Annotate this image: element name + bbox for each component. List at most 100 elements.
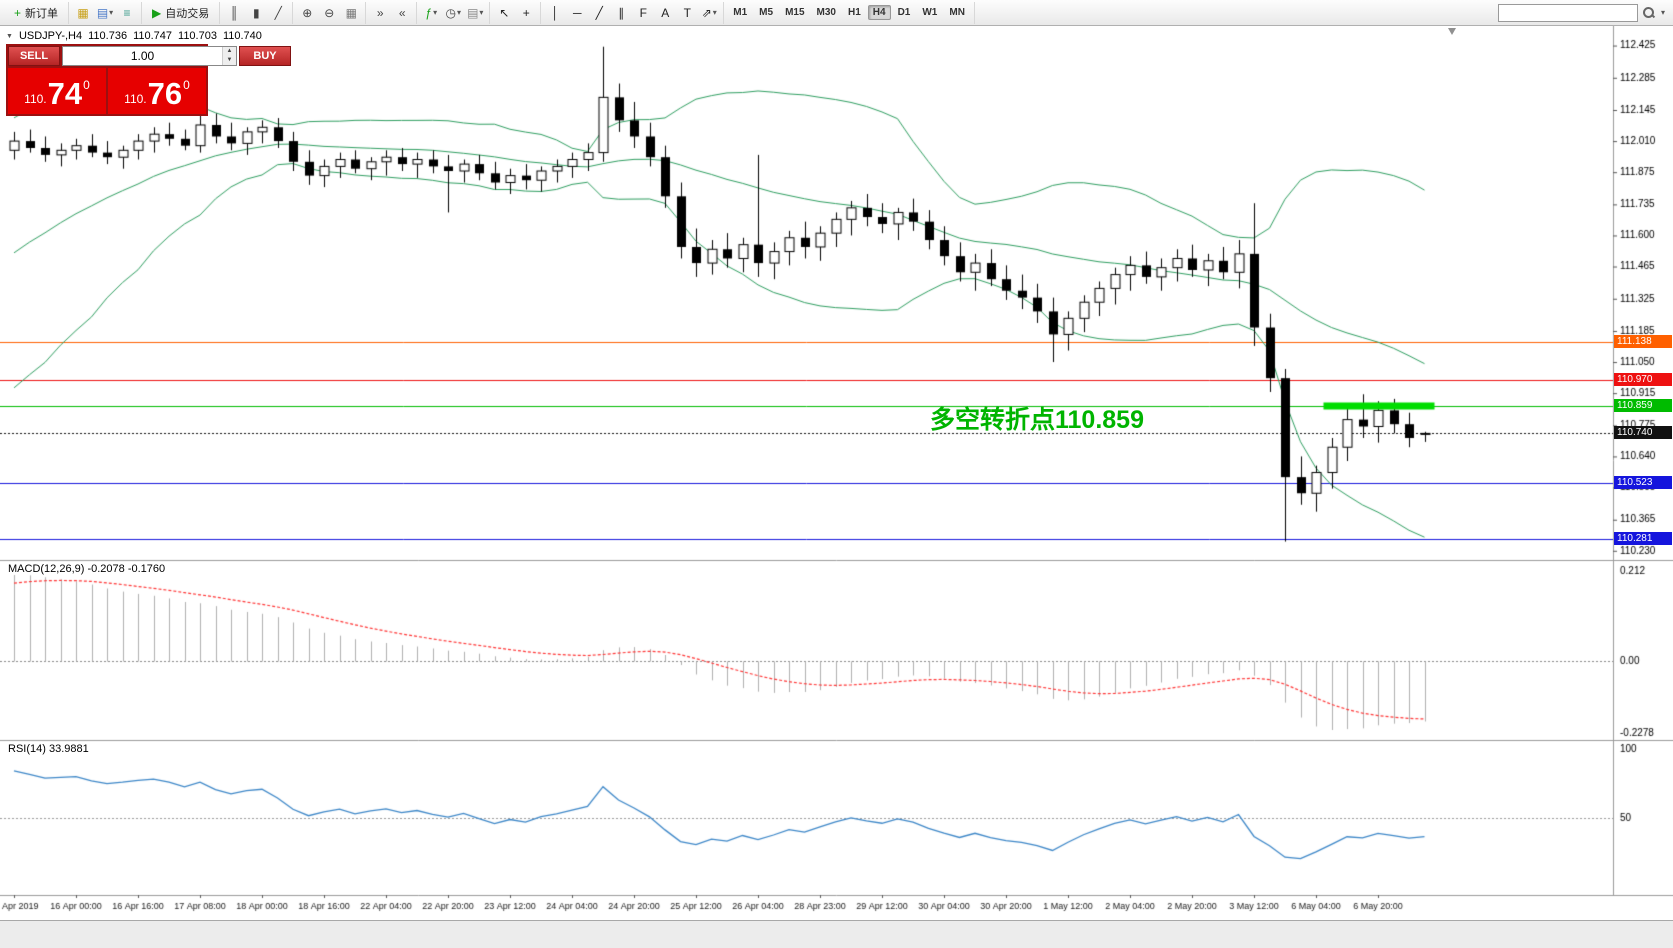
channel-icon: ∥ [618, 5, 625, 20]
toolbar: + 新订单 ▦ ▤ ▾ ≡ ▶ 自动交易 ║ ▮ ╱ ⊕ ⊖ ▦» «ƒ ▾ ◷ ▾ ▤ ▾ ↖ + │ ─ ╱ ∥ F A T ⇗ ▾ M1… [0, 0, 1673, 26]
profiles-icon: ▤ [96, 5, 109, 20]
zoom-in-button[interactable]: ⊕ [297, 3, 317, 23]
arrows-icon: ⇗ [701, 5, 712, 20]
one-click-trading-panel: SELL ▲ ▼ BUY 110.740 110.760 [6, 44, 291, 116]
chart-canvas[interactable] [0, 26, 1673, 920]
zoom-out-button[interactable]: ⊖ [319, 3, 339, 23]
level-price-label[interactable]: 110.970 [1614, 373, 1672, 387]
new-order-icon: + [14, 5, 22, 20]
new-chart-icon: ▦ [77, 5, 89, 20]
zoom-out-icon: ⊖ [324, 5, 335, 20]
toolbar-search: ▾ [1497, 3, 1669, 22]
periods-button[interactable]: ◷ ▾ [443, 3, 463, 23]
bid-sup-digit: 0 [83, 78, 90, 92]
market-watch-button[interactable]: ≡ [117, 3, 137, 23]
ask-sup-digit: 0 [183, 78, 190, 92]
periods-icon: ◷ [445, 5, 456, 20]
vertical-line-icon: │ [551, 5, 560, 20]
chart-shift-button[interactable]: « [392, 3, 412, 23]
cursor-icon: ↖ [499, 5, 510, 20]
bid-big-digits: 74 [47, 76, 83, 111]
ask-big-digits: 76 [147, 76, 183, 111]
one-click-panel-toggle[interactable]: ▼ [6, 32, 13, 40]
toolbar-group: ↖ + [490, 1, 542, 24]
buy-price-button[interactable]: 110. 76 0 [108, 68, 206, 114]
arrows-button[interactable]: ⇗ ▾ [699, 3, 719, 23]
fibonacci-button[interactable]: F [633, 3, 653, 23]
candlestick-chart-button[interactable]: ▮ [246, 3, 266, 23]
search-input[interactable] [1497, 3, 1638, 22]
sell-price-button[interactable]: 110. 74 0 [8, 68, 106, 114]
toolbar-groups: + 新订单 ▦ ▤ ▾ ≡ ▶ 自动交易 ║ ▮ ╱ ⊕ ⊖ ▦» «ƒ ▾ ◷ ▾ ▤ ▾ ↖ + │ ─ ╱ ∥ F A T ⇗ ▾ M1… [4, 0, 975, 25]
timeframe-h4[interactable]: H4 [867, 5, 891, 20]
level-price-label[interactable]: 110.859 [1614, 399, 1672, 412]
level-price-label[interactable]: 110.523 [1614, 476, 1672, 490]
horizontal-line-button[interactable]: ─ [567, 3, 587, 23]
market-watch-icon: ≡ [123, 5, 131, 20]
ask-prefix: 110. [124, 92, 147, 106]
current-price-label: 110.740 [1614, 426, 1672, 440]
timeframe-d1[interactable]: D1 [897, 7, 911, 18]
quote-header: ▼ USDJPY-,H4 110.736 110.747 110.703 110… [6, 30, 262, 42]
vertical-line-button[interactable]: │ [545, 3, 565, 23]
timeframe-mn[interactable]: MN [949, 7, 965, 18]
line-chart-button[interactable]: ╱ [268, 3, 288, 23]
toolbar-group: + 新订单 [4, 1, 70, 24]
volume-input[interactable] [63, 47, 222, 65]
zoom-in-icon: ⊕ [302, 5, 313, 20]
channel-button[interactable]: ∥ [611, 3, 631, 23]
fibonacci-icon: F [639, 5, 647, 20]
symbol-period-label: USDJPY-,H4 [18, 30, 83, 42]
search-dropdown-icon[interactable]: ▾ [1660, 8, 1665, 17]
grid-button[interactable]: ▦ [341, 3, 361, 23]
chart-shift-marker[interactable] [1448, 28, 1456, 35]
timeframe-m15[interactable]: M15 [785, 7, 805, 18]
profiles-button[interactable]: ▤ ▾ [95, 3, 115, 23]
autotrading-button[interactable]: ▶ 自动交易 [146, 3, 215, 23]
grid-icon: ▦ [345, 5, 357, 20]
quote-high: 110.747 [133, 30, 173, 42]
buy-button[interactable]: BUY [239, 46, 291, 66]
volume-down-button[interactable]: ▼ [223, 56, 236, 65]
search-icon[interactable] [1642, 6, 1656, 20]
line-chart-icon: ╱ [274, 5, 282, 20]
sell-button[interactable]: SELL [8, 46, 60, 66]
periods-button-dropdown-icon: ▾ [456, 8, 461, 17]
timeframe-m1[interactable]: M1 [733, 7, 748, 18]
auto-scroll-button[interactable]: » [370, 3, 390, 23]
pivot-annotation-text[interactable]: 多空转折点110.859 [930, 406, 1144, 434]
horizontal-line-icon: ─ [572, 5, 582, 20]
templates-button-dropdown-icon: ▾ [479, 8, 484, 17]
indicators-button[interactable]: ƒ ▾ [421, 3, 441, 23]
timeframe-w1[interactable]: W1 [922, 7, 938, 18]
cursor-button[interactable]: ↖ [494, 3, 514, 23]
volume-up-button[interactable]: ▲ [223, 47, 236, 56]
trendline-button[interactable]: ╱ [589, 3, 609, 23]
timeframe-m30[interactable]: M30 [816, 7, 836, 18]
level-price-label[interactable]: 110.281 [1614, 532, 1672, 546]
level-price-label[interactable]: 111.138 [1614, 334, 1672, 348]
indicators-icon: ƒ [425, 5, 433, 20]
trendline-icon: ╱ [595, 5, 603, 20]
toolbar-group: ▦ ▤ ▾ ≡ [69, 1, 143, 24]
indicators-button-dropdown-icon: ▾ [433, 8, 438, 17]
timeframe-h1[interactable]: H1 [847, 7, 861, 18]
text-button[interactable]: A [655, 3, 675, 23]
chart-shift-icon: « [398, 5, 406, 20]
text-label-button[interactable]: T [677, 3, 697, 23]
crosshair-icon: + [522, 5, 530, 20]
bar-chart-button[interactable]: ║ [224, 3, 244, 23]
timeframe-m5[interactable]: M5 [759, 7, 774, 18]
toolbar-group: » « [366, 1, 418, 24]
toolbar-group: │ ─ ╱ ∥ F A T ⇗ ▾ [541, 1, 725, 24]
new-order-button[interactable]: + 新订单 [8, 3, 64, 23]
new-order-button-label: 新订单 [25, 7, 59, 20]
autotrading-play-icon: ▶ [152, 5, 162, 20]
toolbar-group: ▶ 自动交易 [142, 1, 221, 24]
candlestick-icon: ▮ [252, 5, 260, 20]
templates-button[interactable]: ▤ ▾ [465, 3, 485, 23]
arrows-button-dropdown-icon: ▾ [712, 8, 717, 17]
new-chart-button[interactable]: ▦ [73, 3, 93, 23]
crosshair-button[interactable]: + [516, 3, 536, 23]
